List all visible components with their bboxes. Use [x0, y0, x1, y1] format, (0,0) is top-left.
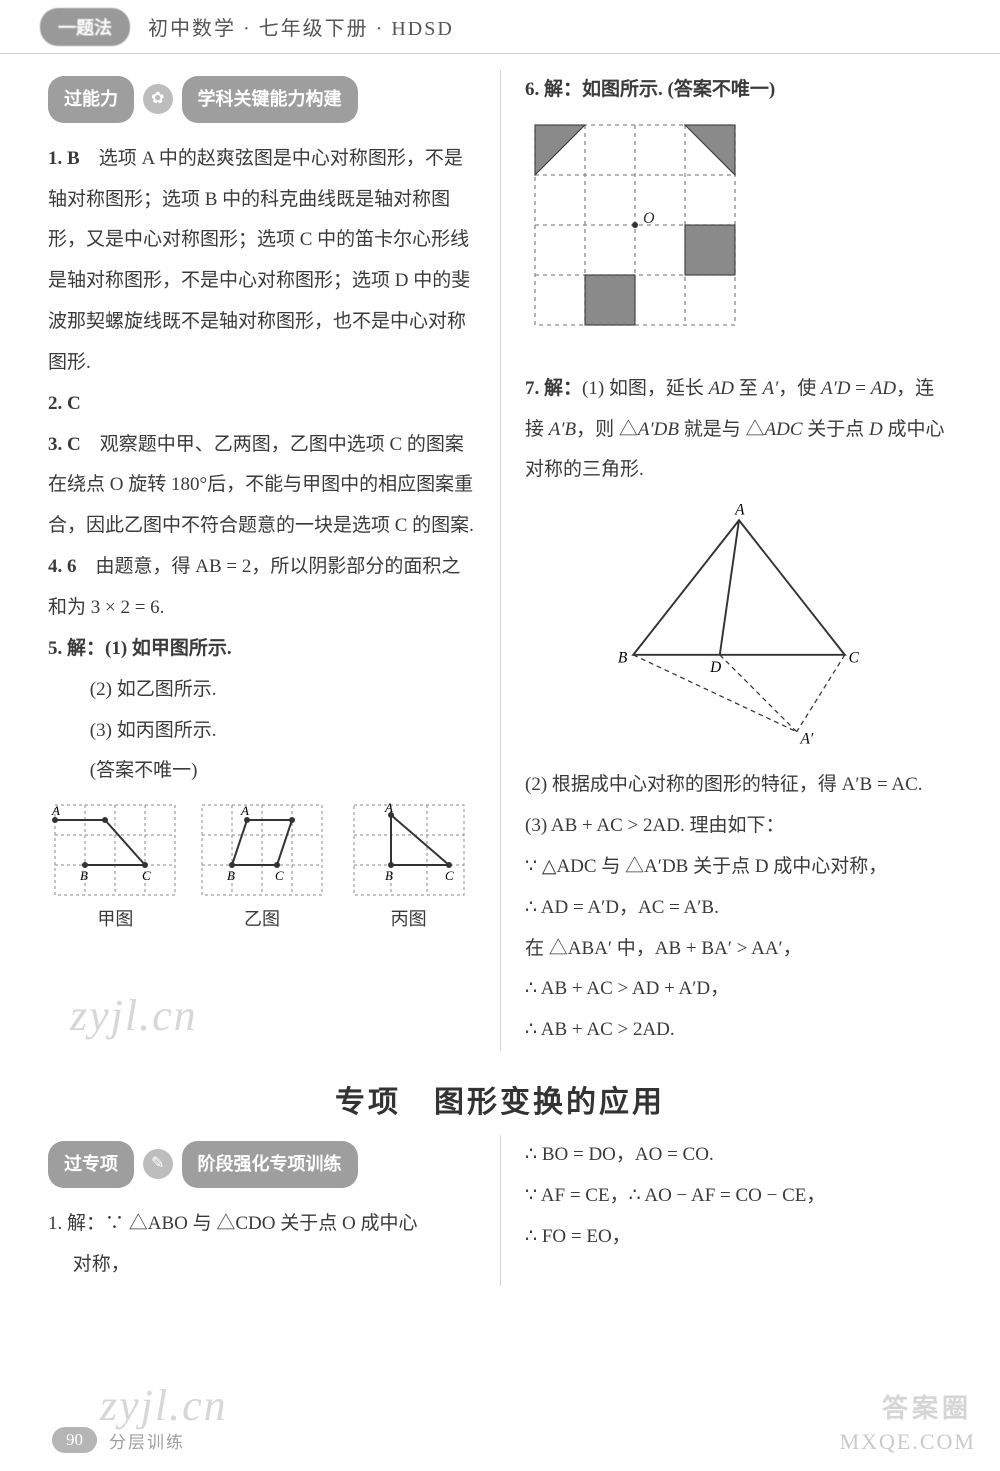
q5-3: (3) 如丙图所示.: [48, 711, 476, 752]
q4-num: 4. 6: [48, 556, 77, 577]
brand-pill: 一题法: [40, 8, 130, 46]
svg-text:A: A: [734, 502, 745, 519]
q7-1: 7. 解：(1) 如图，延长 AD 至 A′，使 A′D = AD，连接 A′B…: [525, 369, 952, 492]
q5-note: (答案不唯一): [48, 751, 476, 792]
svg-text:C: C: [275, 868, 284, 883]
pill-ability: 过能力: [48, 76, 134, 123]
right-column: 6. 解：如图所示. (答案不唯一) O 7. 解：(1) 如图，延长 AD 至…: [500, 70, 952, 1051]
section-title: 专项 图形变换的应用: [0, 1077, 1000, 1121]
q7-3d: ∴ AB + AC > AD + A′D，: [525, 969, 952, 1010]
fig-jia: A B C 甲图: [48, 800, 183, 939]
pill-subject: 学科关键能力构建: [182, 76, 358, 123]
svg-text:B: B: [80, 868, 88, 883]
pencil-icon: ✎: [143, 1149, 173, 1179]
page-number: 90: [52, 1427, 97, 1453]
q5-head: 5. 解：(1) 如甲图所示.: [48, 629, 476, 670]
svg-text:C: C: [848, 650, 859, 667]
q4-text: 由题意，得 AB = 2，所以阴影部分的面积之和为 3 × 2 = 6.: [48, 556, 460, 618]
q7-2: (2) 根据成中心对称的图形的特征，得 A′B = AC.: [525, 765, 952, 806]
q3-text: 观察题中甲、乙两图，乙图中选项 C 的图案在绕点 O 旋转 180°后，不能与甲…: [48, 434, 474, 537]
bl-2: 对称，: [48, 1245, 476, 1286]
fig-label-b: 乙图: [195, 900, 330, 939]
bottom-content: 过专项 ✎ 阶段强化专项训练 1. 解：∵ △ABO 与 △CDO 关于点 O …: [0, 1135, 1000, 1285]
fig-yi: A B C 乙图: [195, 800, 330, 939]
left-column: 过能力 ✿ 学科关键能力构建 1. B 选项 A 中的赵爽弦图是中心对称图形，不…: [48, 70, 500, 1051]
bl-1: 1. 解：∵ △ABO 与 △CDO 关于点 O 成中心: [48, 1204, 476, 1245]
bottom-left-column: 过专项 ✎ 阶段强化专项训练 1. 解：∵ △ABO 与 △CDO 关于点 O …: [48, 1135, 500, 1285]
br-3: ∴ FO = EO，: [525, 1217, 952, 1258]
svg-text:O: O: [643, 210, 655, 227]
pill-special: 过专项: [48, 1141, 134, 1188]
bottom-right-column: ∴ BO = DO，AO = CO. ∵ AF = CE，∴ AO − AF =…: [500, 1135, 952, 1285]
fig-label-c: 丙图: [341, 900, 476, 939]
page-header: 一题法 初中数学 · 七年级下册 · HDSD: [0, 0, 1000, 54]
svg-text:B: B: [385, 868, 393, 883]
svg-text:A′: A′: [799, 731, 813, 748]
flower-icon: ✿: [143, 84, 173, 114]
pill-training: 阶段强化专项训练: [182, 1141, 358, 1188]
watermark-2: zyjl.cn: [100, 1380, 228, 1431]
q7-3e: ∴ AB + AC > 2AD.: [525, 1010, 952, 1051]
q1-text: 选项 A 中的赵爽弦图是中心对称图形，不是轴对称图形；选项 B 中的科克曲线既是…: [48, 148, 470, 373]
svg-text:A: A: [384, 800, 393, 815]
watermark-corner-top: 答案圈: [882, 1388, 972, 1425]
q6: 6. 解：如图所示. (答案不唯一): [525, 70, 952, 111]
q1: 1. B 选项 A 中的赵爽弦图是中心对称图形，不是轴对称图形；选项 B 中的科…: [48, 139, 476, 384]
fig-label-a: 甲图: [48, 900, 183, 939]
q3-num: 3. C: [48, 434, 81, 455]
q7-3b: ∴ AD = A′D，AC = A′B.: [525, 888, 952, 929]
q7-3: (3) AB + AC > 2AD. 理由如下：: [525, 806, 952, 847]
q7-1-text: (1) 如图，延长 AD 至 A′，使 A′D = AD，连接 A′B，则 △A…: [525, 378, 945, 481]
page-footer: 90 分层训练: [52, 1427, 185, 1453]
footer-label: 分层训练: [109, 1428, 185, 1453]
br-1: ∴ BO = DO，AO = CO.: [525, 1135, 952, 1176]
br-2: ∵ AF = CE，∴ AO − AF = CO − CE，: [525, 1176, 952, 1217]
grid-figure: O: [525, 115, 745, 335]
q7-3c: 在 △ABA′ 中，AB + BA′ > AA′，: [525, 929, 952, 970]
svg-text:D: D: [709, 659, 721, 676]
header-title: 初中数学 · 七年级下册 · HDSD: [148, 12, 454, 41]
q1-num: 1. B: [48, 148, 80, 169]
fig-bing: A B C 丙图: [341, 800, 476, 939]
main-content: 过能力 ✿ 学科关键能力构建 1. B 选项 A 中的赵爽弦图是中心对称图形，不…: [0, 54, 1000, 1051]
section-header-2: 过专项 ✎ 阶段强化专项训练: [48, 1141, 476, 1188]
q5-2: (2) 如乙图所示.: [48, 670, 476, 711]
q2: 2. C: [48, 384, 476, 425]
svg-text:C: C: [142, 868, 151, 883]
svg-text:A: A: [240, 803, 249, 818]
triangle-figure: A B C D A′: [589, 501, 889, 751]
q3: 3. C 观察题中甲、乙两图，乙图中选项 C 的图案在绕点 O 旋转 180°后…: [48, 425, 476, 548]
svg-text:B: B: [227, 868, 235, 883]
section-header-1: 过能力 ✿ 学科关键能力构建: [48, 76, 476, 123]
trapezoid-figures: A B C 甲图 A B C: [48, 800, 476, 939]
q4: 4. 6 由题意，得 AB = 2，所以阴影部分的面积之和为 3 × 2 = 6…: [48, 547, 476, 629]
svg-text:C: C: [445, 868, 454, 883]
svg-text:B: B: [617, 650, 627, 667]
watermark-corner: MXQE.COM: [840, 1429, 976, 1455]
svg-text:A: A: [51, 803, 60, 818]
q7-3a: ∵ △ADC 与 △A′DB 关于点 D 成中心对称，: [525, 847, 952, 888]
